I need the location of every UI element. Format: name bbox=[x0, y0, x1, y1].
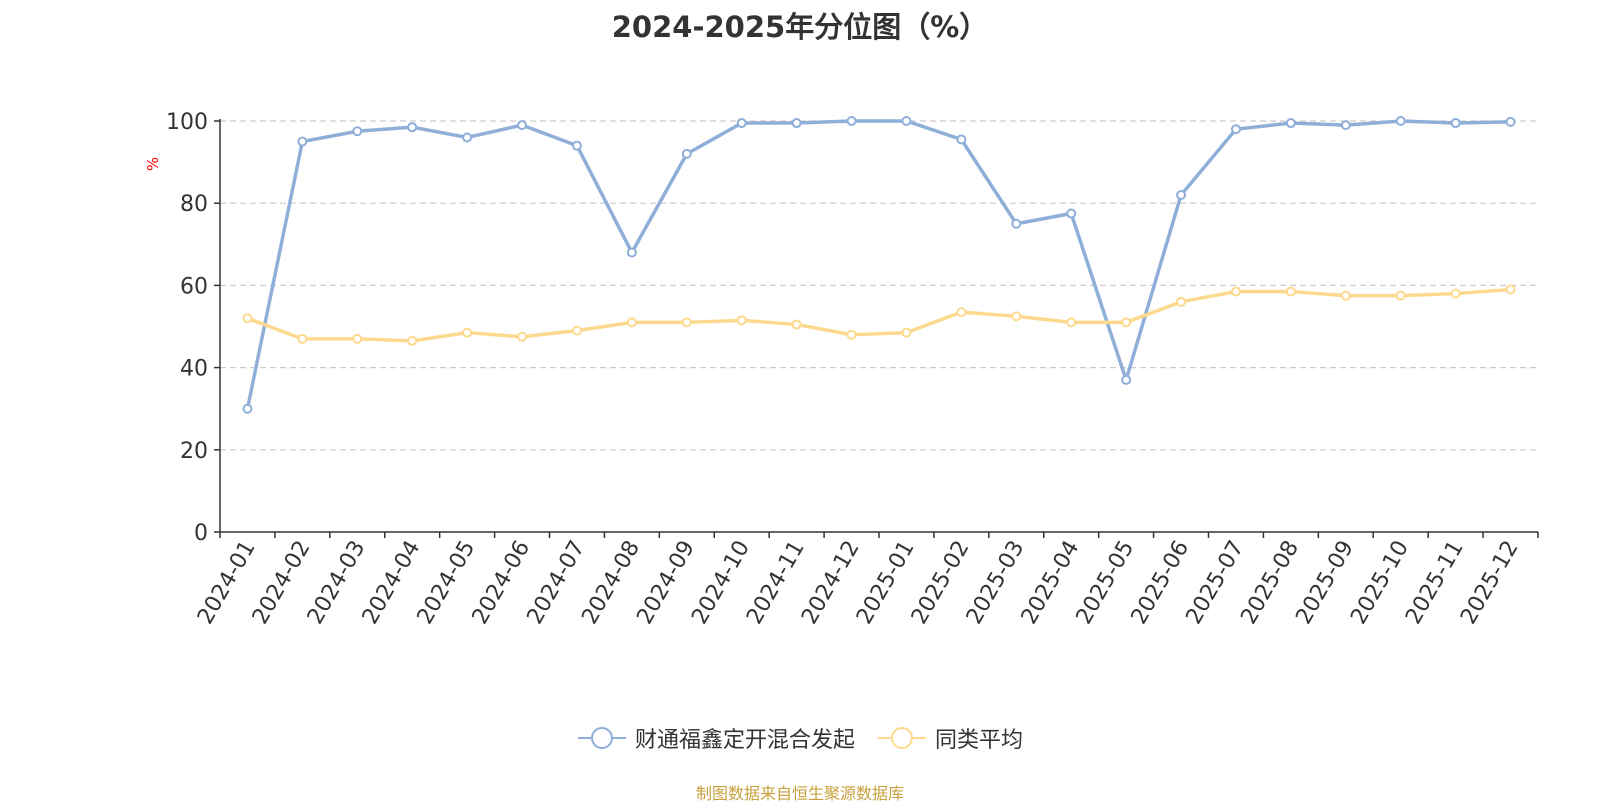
series-line bbox=[245, 119, 1511, 410]
y-tick-label: 100 bbox=[166, 110, 208, 135]
data-point[interactable] bbox=[681, 317, 692, 328]
series-1 bbox=[242, 116, 1516, 414]
data-point[interactable] bbox=[736, 118, 747, 129]
data-point[interactable] bbox=[1395, 116, 1406, 126]
data-point[interactable] bbox=[462, 132, 473, 143]
data-point[interactable] bbox=[1230, 124, 1241, 135]
legend-swatch-series-1-icon bbox=[577, 727, 626, 749]
data-point[interactable] bbox=[791, 118, 802, 129]
data-point[interactable] bbox=[1121, 374, 1132, 385]
legend-label-series-2: 同类平均 bbox=[935, 728, 1024, 753]
data-point[interactable] bbox=[791, 319, 802, 330]
data-point[interactable] bbox=[901, 116, 912, 126]
data-point[interactable] bbox=[242, 313, 253, 324]
data-point[interactable] bbox=[1176, 296, 1187, 307]
y-tick-label: 20 bbox=[180, 439, 208, 464]
data-point[interactable] bbox=[297, 136, 308, 147]
data-point[interactable] bbox=[242, 403, 253, 414]
data-point[interactable] bbox=[1285, 118, 1296, 129]
data-point[interactable] bbox=[1450, 288, 1461, 299]
source-note: 制图数据来自恒生聚源数据库 bbox=[695, 784, 904, 803]
y-tick-label: 0 bbox=[194, 521, 208, 546]
legend: 财通福鑫定开混合发起 同类平均 bbox=[0, 722, 1600, 754]
y-tick-label: 80 bbox=[180, 192, 208, 217]
data-point[interactable] bbox=[681, 148, 692, 159]
data-point[interactable] bbox=[1505, 116, 1516, 127]
data-point[interactable] bbox=[846, 329, 857, 340]
chart-title: 2024-2025年分位图（%） bbox=[611, 10, 989, 44]
data-point[interactable] bbox=[1011, 311, 1022, 322]
grid-lines bbox=[220, 120, 1538, 451]
data-point[interactable] bbox=[626, 247, 637, 258]
data-point[interactable] bbox=[1066, 317, 1077, 328]
data-point[interactable] bbox=[352, 126, 363, 137]
legend-label-series-1: 财通福鑫定开混合发起 bbox=[634, 728, 855, 753]
data-point[interactable] bbox=[956, 134, 967, 145]
data-point[interactable] bbox=[352, 333, 363, 344]
y-tick-label: 40 bbox=[180, 357, 208, 382]
data-point[interactable] bbox=[1505, 284, 1516, 295]
data-point[interactable] bbox=[1340, 120, 1351, 131]
legend-item-series-1[interactable]: 财通福鑫定开混合发起 bbox=[577, 722, 855, 754]
series-2 bbox=[242, 284, 1516, 346]
data-point[interactable] bbox=[1176, 189, 1187, 200]
data-point[interactable] bbox=[1066, 208, 1077, 219]
data-point[interactable] bbox=[1121, 317, 1132, 328]
data-point[interactable] bbox=[1340, 290, 1351, 301]
data-point[interactable] bbox=[407, 335, 418, 346]
data-point[interactable] bbox=[462, 327, 473, 338]
data-point[interactable] bbox=[1230, 286, 1241, 297]
y-axis-label: % bbox=[144, 157, 162, 171]
data-point[interactable] bbox=[901, 327, 912, 338]
data-point[interactable] bbox=[736, 315, 747, 326]
data-point[interactable] bbox=[1285, 286, 1296, 297]
data-point[interactable] bbox=[517, 331, 528, 342]
data-point[interactable] bbox=[956, 307, 967, 318]
legend-swatch-series-2-icon bbox=[878, 727, 926, 749]
data-point[interactable] bbox=[407, 122, 418, 133]
series bbox=[242, 116, 1516, 414]
data-point[interactable] bbox=[571, 140, 582, 151]
legend-item-series-2[interactable]: 同类平均 bbox=[877, 722, 1023, 754]
data-point[interactable] bbox=[571, 325, 582, 336]
data-point[interactable] bbox=[846, 116, 857, 126]
axes: 0204060801002024-012024-022024-032024-04… bbox=[166, 110, 1539, 629]
data-point[interactable] bbox=[1395, 290, 1406, 301]
data-point[interactable] bbox=[626, 317, 637, 328]
series-line bbox=[246, 287, 1511, 343]
y-tick-label: 60 bbox=[180, 274, 208, 299]
data-point[interactable] bbox=[1011, 218, 1022, 229]
data-point[interactable] bbox=[517, 120, 528, 131]
data-point[interactable] bbox=[297, 333, 308, 344]
data-point[interactable] bbox=[1450, 118, 1461, 129]
